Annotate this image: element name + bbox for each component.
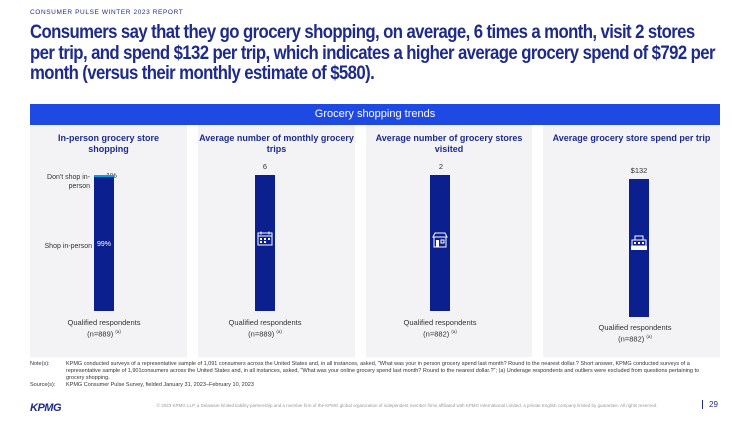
section-banner: Grocery shopping trends <box>30 104 720 125</box>
dont-shop-label: Don't shop in-person <box>47 174 90 190</box>
shop-label: Shop in-person <box>44 243 92 250</box>
notes-section: Note(s): KPMG conducted surveys of a repr… <box>30 361 720 389</box>
report-label: CONSUMER PULSE WINTER 2023 REPORT <box>30 9 184 16</box>
calendar-icon <box>257 231 273 246</box>
kpmg-logo: KPMG <box>30 402 62 414</box>
footnote-marker: (a) <box>276 329 282 334</box>
copyright-text: © 2023 KPMG LLP, a Delaware limited liab… <box>156 403 658 408</box>
stores-value: 2 <box>438 162 444 171</box>
respondents-label: Qualified respondents (n=882) (a) <box>400 318 480 339</box>
column-title: Average number of grocery stores visited <box>375 133 523 154</box>
panel-spend-per-trip: Average grocery store spend per trip $13… <box>543 125 720 357</box>
respondents-text: Qualified respondents (n=882) <box>598 323 672 344</box>
respondents-label: Qualified respondents (n=889) (a) <box>225 318 305 339</box>
footnote-marker: (a) <box>646 334 652 339</box>
panel-stores-visited: Average number of grocery stores visited… <box>366 125 532 357</box>
shop-value: 99% <box>97 241 112 248</box>
panel-monthly-trips: Average number of monthly grocery trips … <box>198 125 355 357</box>
notes-text: KPMG conducted surveys of a representati… <box>66 361 700 381</box>
footnote-marker: (a) <box>115 329 121 334</box>
column-title: Average grocery store spend per trip <box>552 133 711 143</box>
bar-shop-in-person <box>94 176 114 311</box>
page-title: Consumers say that they go grocery shopp… <box>30 21 716 84</box>
source-text: KPMG Consumer Pulse Survey, fielded Janu… <box>66 382 254 388</box>
source-label: Source(s): <box>30 382 56 388</box>
page-number: 29 <box>702 400 718 409</box>
respondents-label: Qualified respondents (n=889) (a) <box>64 318 144 339</box>
respondents-text: Qualified respondents (n=889) <box>67 318 141 339</box>
notes-label: Note(s): <box>30 361 50 367</box>
respondents-text: Qualified respondents (n=882) <box>403 318 477 339</box>
spend-value: $132 <box>630 166 648 175</box>
panel-in-person-shopping: In-person grocery store shopping Don't s… <box>30 125 187 357</box>
bar-stores-visited <box>430 175 450 311</box>
column-title: Average number of monthly grocery trips <box>199 133 354 154</box>
cash-register-icon <box>631 235 647 250</box>
column-title: In-person grocery store shopping <box>57 133 160 154</box>
footnote-marker: (a) <box>451 329 457 334</box>
trips-value: 6 <box>262 162 268 171</box>
respondents-label: Qualified respondents (n=882) (a) <box>595 323 675 344</box>
respondents-text: Qualified respondents (n=889) <box>228 318 302 339</box>
store-icon <box>432 232 448 248</box>
bar-dont-shop <box>94 175 114 177</box>
